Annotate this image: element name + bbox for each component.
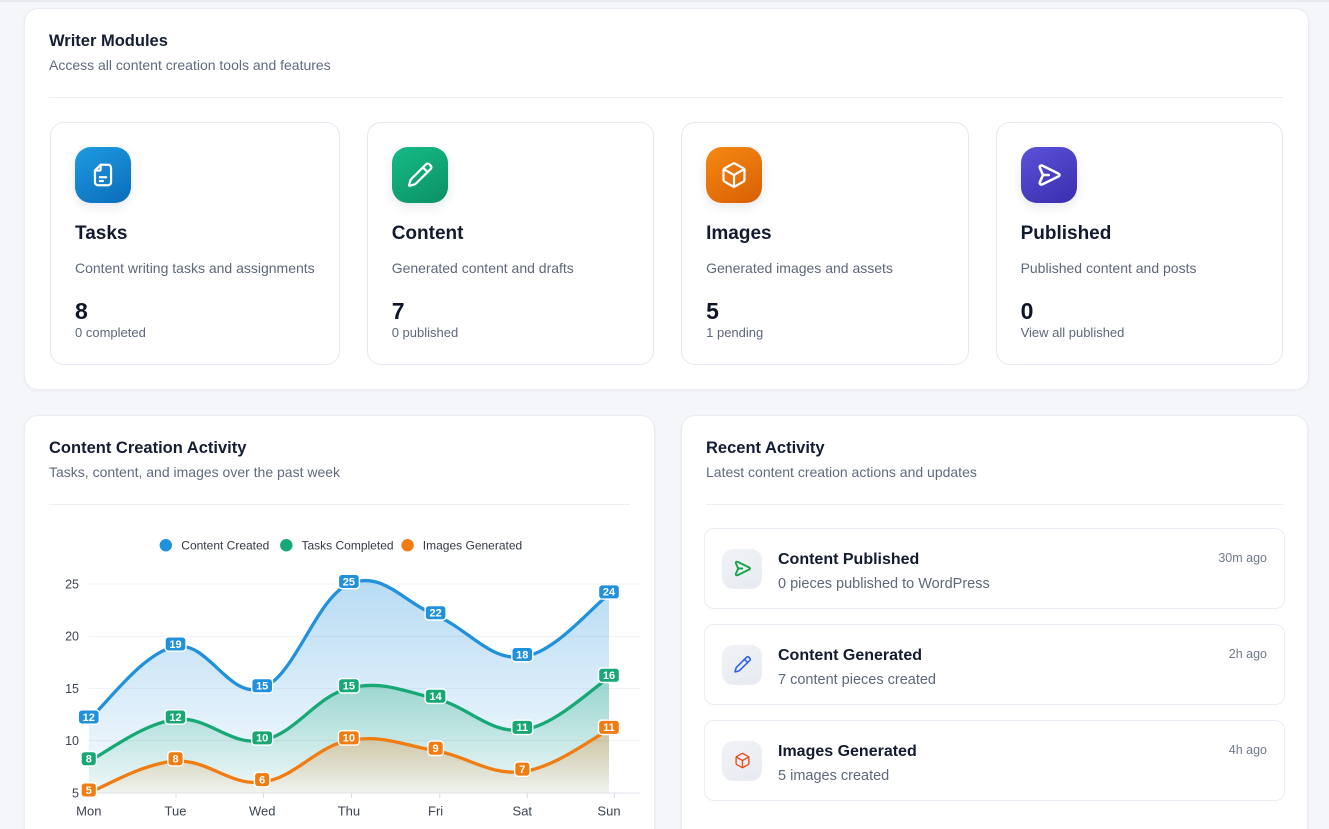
svg-text:8: 8 [86,754,92,766]
svg-text:Images Generated: Images Generated [423,539,522,553]
svg-text:7: 7 [519,764,525,776]
svg-text:24: 24 [603,587,616,599]
svg-text:Thu: Thu [338,804,360,819]
svg-text:10: 10 [343,733,355,745]
svg-text:Mon: Mon [76,804,101,819]
svg-text:18: 18 [516,649,528,661]
svg-text:8: 8 [172,754,178,766]
svg-text:15: 15 [65,682,79,696]
svg-text:9: 9 [433,743,439,755]
svg-text:25: 25 [343,576,355,588]
svg-text:Sat: Sat [513,804,533,819]
svg-text:Tue: Tue [165,804,187,819]
svg-text:22: 22 [429,608,441,620]
svg-text:11: 11 [516,722,528,734]
svg-text:20: 20 [65,630,79,644]
svg-text:12: 12 [169,712,181,724]
svg-text:25: 25 [65,578,79,592]
svg-text:11: 11 [603,722,615,734]
svg-text:19: 19 [169,639,181,651]
svg-text:10: 10 [65,734,79,748]
svg-text:15: 15 [256,681,268,693]
svg-text:5: 5 [72,786,79,800]
svg-text:Tasks Completed: Tasks Completed [302,539,394,553]
svg-text:14: 14 [429,691,442,703]
svg-text:12: 12 [83,712,95,724]
svg-text:Wed: Wed [249,804,276,819]
svg-text:15: 15 [343,681,355,693]
svg-text:Fri: Fri [428,804,443,819]
svg-text:16: 16 [603,670,615,682]
svg-text:5: 5 [86,785,92,797]
svg-text:10: 10 [256,733,268,745]
svg-text:Content Created: Content Created [181,539,269,553]
svg-text:Sun: Sun [597,804,620,819]
svg-text:6: 6 [259,774,265,786]
